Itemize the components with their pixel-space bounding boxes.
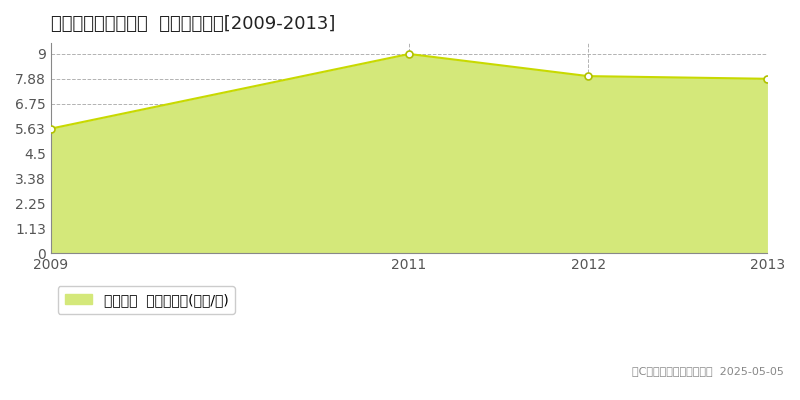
Legend: 土地価格  平均坪単価(万円/坪): 土地価格 平均坪単価(万円/坪) (58, 286, 235, 314)
Text: （C）土地価格ドットコム  2025-05-05: （C）土地価格ドットコム 2025-05-05 (632, 366, 784, 376)
Text: 比企郡小川町東小川  土地価格推移[2009-2013]: 比企郡小川町東小川 土地価格推移[2009-2013] (50, 15, 335, 33)
